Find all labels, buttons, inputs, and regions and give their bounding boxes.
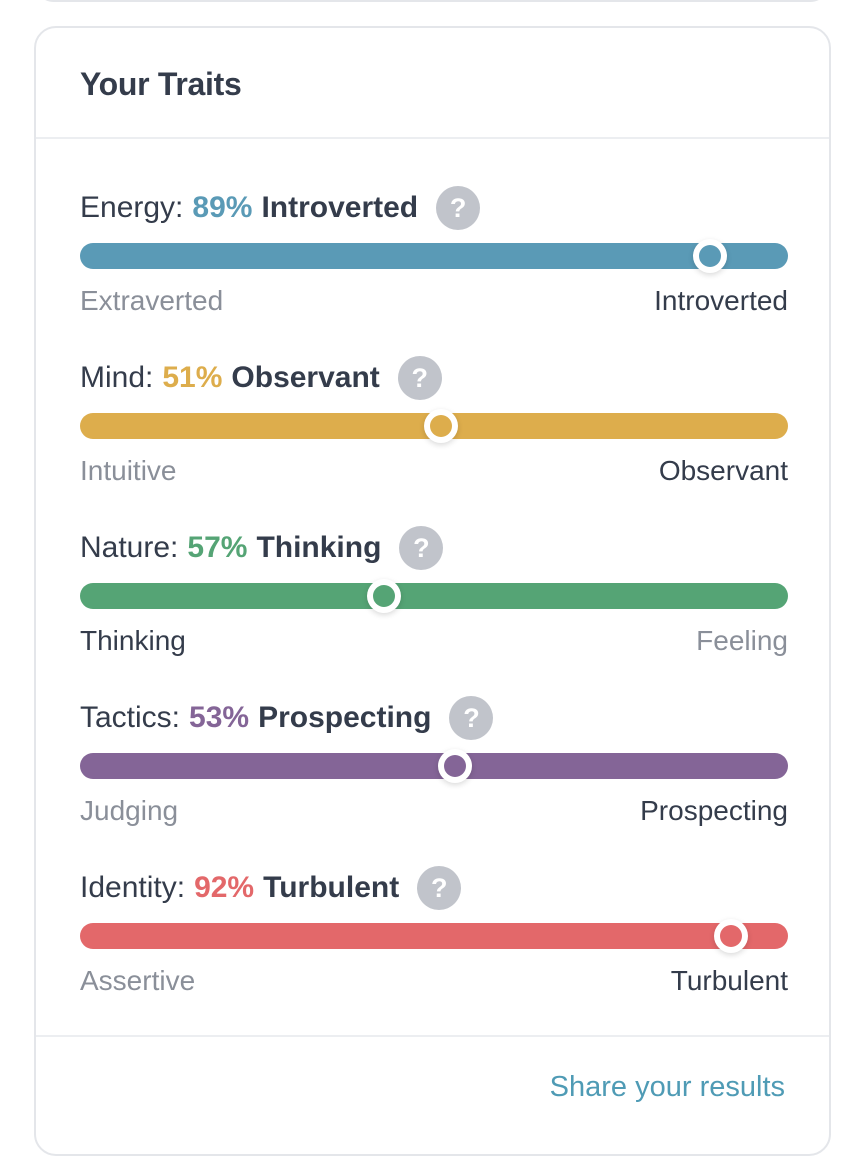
trait-bar — [80, 239, 788, 273]
trait-left-label: Assertive — [80, 965, 196, 996]
card-header: Your Traits — [36, 28, 829, 139]
trait-heading: Energy: 89% Introverted ? — [80, 186, 481, 230]
card-title: Your Traits — [80, 66, 242, 102]
trait-percent: 92% — [194, 871, 255, 904]
trait-percent: 89% — [192, 191, 253, 224]
help-icon[interactable]: ? — [449, 696, 494, 740]
trait-label: Mind: — [80, 361, 154, 394]
trait-identity: Identity: 92% Turbulent ? Assertive Turb… — [80, 866, 788, 1006]
trait-slider-knob[interactable] — [714, 919, 749, 953]
trait-label: Identity: — [80, 871, 186, 904]
trait-slider-knob[interactable] — [438, 749, 473, 783]
trait-right-label: Introverted — [654, 285, 788, 316]
trait-slider-knob[interactable] — [693, 239, 728, 273]
trait-bar — [80, 409, 788, 443]
trait-name: Thinking — [256, 531, 382, 564]
knob-dot — [444, 755, 467, 777]
trait-percent: 53% — [189, 701, 250, 734]
trait-label: Tactics: — [80, 701, 181, 734]
trait-slider-knob[interactable] — [424, 409, 459, 443]
traits-card: Your Traits Energy: 89% Introverted ? Ex… — [34, 26, 831, 1156]
traits-list: Energy: 89% Introverted ? Extraverted In… — [36, 139, 829, 1035]
trait-right-label: Observant — [658, 455, 788, 486]
trait-name: Turbulent — [263, 871, 400, 904]
trait-label: Nature: — [80, 531, 179, 564]
trait-energy: Energy: 89% Introverted ? Extraverted In… — [80, 186, 788, 326]
help-icon[interactable]: ? — [417, 866, 462, 910]
trait-heading: Nature: 57% Thinking ? — [80, 526, 444, 570]
trait-bar — [80, 919, 788, 953]
trait-bar — [80, 579, 788, 613]
trait-heading: Identity: 92% Turbulent ? — [80, 866, 462, 910]
trait-heading: Tactics: 53% Prospecting ? — [80, 696, 494, 740]
trait-percent: 51% — [162, 361, 223, 394]
knob-dot — [430, 415, 453, 437]
trait-left-label: Intuitive — [80, 455, 177, 486]
help-icon[interactable]: ? — [397, 356, 442, 400]
help-icon[interactable]: ? — [436, 186, 481, 230]
knob-dot — [373, 585, 396, 607]
trait-bar — [80, 749, 788, 783]
trait-name: Prospecting — [258, 701, 432, 734]
trait-nature: Nature: 57% Thinking ? Thinking Feeling — [80, 526, 788, 666]
trait-right-label: Feeling — [696, 625, 788, 656]
card-footer: Share your results — [36, 1035, 829, 1154]
trait-mind: Mind: 51% Observant ? Intuitive Observan… — [80, 356, 788, 496]
trait-percent: 57% — [187, 531, 248, 564]
trait-heading: Mind: 51% Observant ? — [80, 356, 442, 400]
trait-slider-knob[interactable] — [367, 579, 402, 613]
previous-card-edge — [34, 0, 830, 2]
help-icon[interactable]: ? — [399, 526, 444, 570]
trait-left-label: Thinking — [80, 625, 186, 656]
trait-name: Observant — [231, 361, 380, 394]
trait-right-label: Turbulent — [670, 965, 788, 996]
trait-left-label: Extraverted — [80, 285, 224, 316]
trait-name: Introverted — [261, 191, 419, 224]
trait-tactics: Tactics: 53% Prospecting ? Judging Prosp… — [80, 696, 788, 836]
share-results-link[interactable]: Share your results — [549, 1071, 785, 1103]
trait-left-label: Judging — [80, 795, 179, 826]
knob-dot — [720, 925, 743, 947]
knob-dot — [699, 245, 722, 267]
trait-label: Energy: — [80, 191, 184, 224]
trait-right-label: Prospecting — [640, 795, 788, 826]
